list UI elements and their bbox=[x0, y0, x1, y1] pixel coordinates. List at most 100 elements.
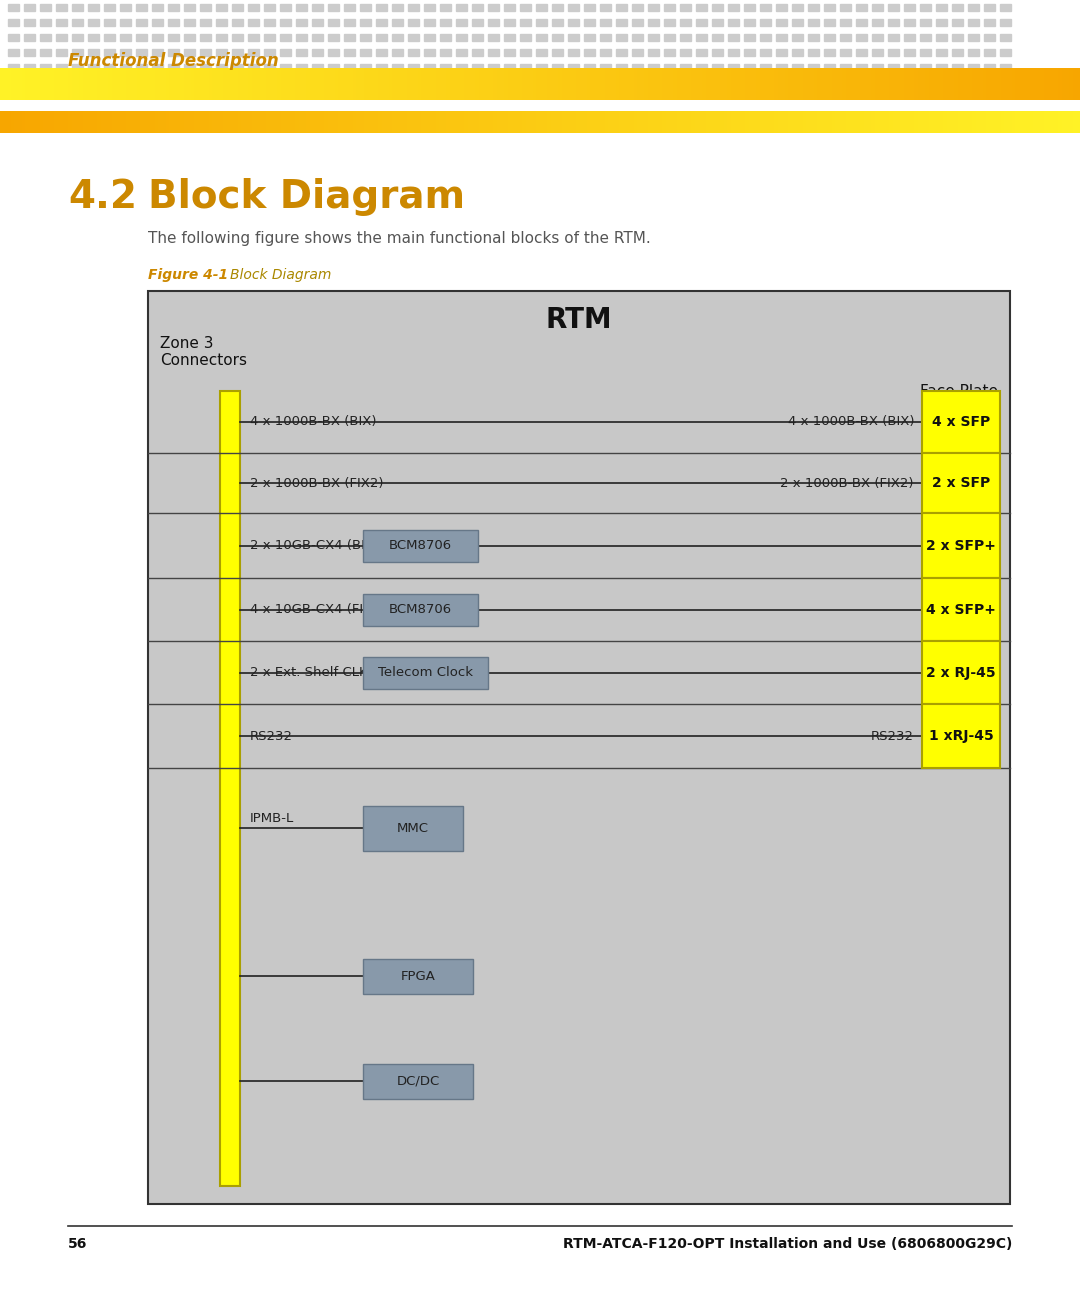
Bar bbox=[637, 67, 642, 100]
Bar bbox=[407, 111, 411, 133]
Bar bbox=[632, 4, 643, 10]
Bar bbox=[424, 67, 430, 100]
Bar bbox=[920, 4, 931, 10]
Bar bbox=[568, 34, 579, 41]
Bar bbox=[194, 111, 199, 133]
Bar bbox=[824, 49, 835, 56]
Bar bbox=[8, 67, 12, 100]
Bar bbox=[120, 19, 131, 26]
Bar bbox=[1069, 111, 1074, 133]
Bar bbox=[569, 111, 573, 133]
Bar bbox=[856, 67, 862, 100]
Bar bbox=[238, 67, 242, 100]
Bar bbox=[316, 111, 322, 133]
Bar bbox=[796, 67, 800, 100]
Bar bbox=[552, 49, 563, 56]
Bar bbox=[270, 111, 274, 133]
Bar bbox=[759, 67, 765, 100]
Bar bbox=[378, 67, 382, 100]
Bar bbox=[24, 34, 35, 41]
Bar bbox=[400, 67, 404, 100]
Bar bbox=[472, 49, 483, 56]
Bar bbox=[338, 67, 343, 100]
Bar bbox=[893, 67, 897, 100]
Bar bbox=[640, 67, 646, 100]
Bar bbox=[850, 67, 854, 100]
Bar bbox=[888, 64, 899, 71]
Bar bbox=[151, 111, 156, 133]
Bar bbox=[144, 111, 149, 133]
Bar bbox=[170, 67, 174, 100]
Bar bbox=[504, 34, 515, 41]
Bar bbox=[72, 64, 83, 71]
Bar bbox=[381, 111, 387, 133]
Bar bbox=[400, 111, 404, 133]
Bar bbox=[216, 67, 220, 100]
Bar bbox=[375, 111, 379, 133]
Bar bbox=[119, 67, 123, 100]
Bar bbox=[802, 111, 808, 133]
Bar bbox=[392, 34, 403, 41]
Bar bbox=[456, 34, 467, 41]
Bar bbox=[1026, 67, 1030, 100]
Bar bbox=[111, 67, 117, 100]
Bar bbox=[342, 67, 347, 100]
Bar bbox=[612, 111, 617, 133]
Bar bbox=[421, 111, 426, 133]
Text: 2 x RJ-45: 2 x RJ-45 bbox=[927, 666, 996, 679]
Bar bbox=[105, 111, 109, 133]
Bar bbox=[408, 4, 419, 10]
Bar bbox=[313, 67, 318, 100]
Bar bbox=[586, 111, 592, 133]
Bar bbox=[986, 111, 991, 133]
Bar bbox=[872, 64, 883, 71]
Bar bbox=[367, 67, 372, 100]
Bar bbox=[370, 111, 376, 133]
Bar bbox=[808, 64, 819, 71]
Bar bbox=[677, 67, 681, 100]
Bar bbox=[929, 67, 933, 100]
Bar bbox=[312, 49, 323, 56]
Bar bbox=[950, 67, 955, 100]
Bar bbox=[360, 49, 372, 56]
Bar bbox=[1004, 111, 1009, 133]
Bar bbox=[1062, 67, 1067, 100]
Bar bbox=[457, 67, 462, 100]
Bar bbox=[168, 4, 179, 10]
Bar bbox=[461, 67, 465, 100]
Bar bbox=[929, 111, 933, 133]
Bar bbox=[1000, 4, 1011, 10]
Bar bbox=[536, 64, 546, 71]
Bar bbox=[280, 4, 291, 10]
Bar bbox=[205, 67, 210, 100]
Bar bbox=[792, 64, 804, 71]
Bar bbox=[328, 19, 339, 26]
Bar bbox=[363, 594, 478, 626]
Bar bbox=[363, 806, 463, 850]
Bar bbox=[840, 34, 851, 41]
Bar bbox=[457, 111, 462, 133]
Bar bbox=[984, 49, 995, 56]
Bar bbox=[738, 67, 743, 100]
Bar bbox=[975, 111, 981, 133]
Bar bbox=[176, 67, 181, 100]
Bar bbox=[100, 111, 106, 133]
Bar bbox=[25, 111, 30, 133]
Bar bbox=[1004, 67, 1009, 100]
Bar bbox=[537, 67, 541, 100]
Bar bbox=[87, 34, 99, 41]
Bar bbox=[904, 111, 908, 133]
Text: 2 x 10GB-CX4 (BIX): 2 x 10GB-CX4 (BIX) bbox=[249, 539, 379, 552]
Bar bbox=[918, 67, 922, 100]
Bar bbox=[248, 64, 259, 71]
Bar bbox=[872, 34, 883, 41]
Bar bbox=[713, 67, 717, 100]
Bar bbox=[808, 34, 819, 41]
Bar bbox=[152, 19, 163, 26]
Bar bbox=[568, 4, 579, 10]
Bar bbox=[46, 111, 52, 133]
Bar bbox=[187, 111, 192, 133]
Bar bbox=[659, 111, 663, 133]
Bar bbox=[734, 111, 739, 133]
Bar bbox=[586, 67, 592, 100]
